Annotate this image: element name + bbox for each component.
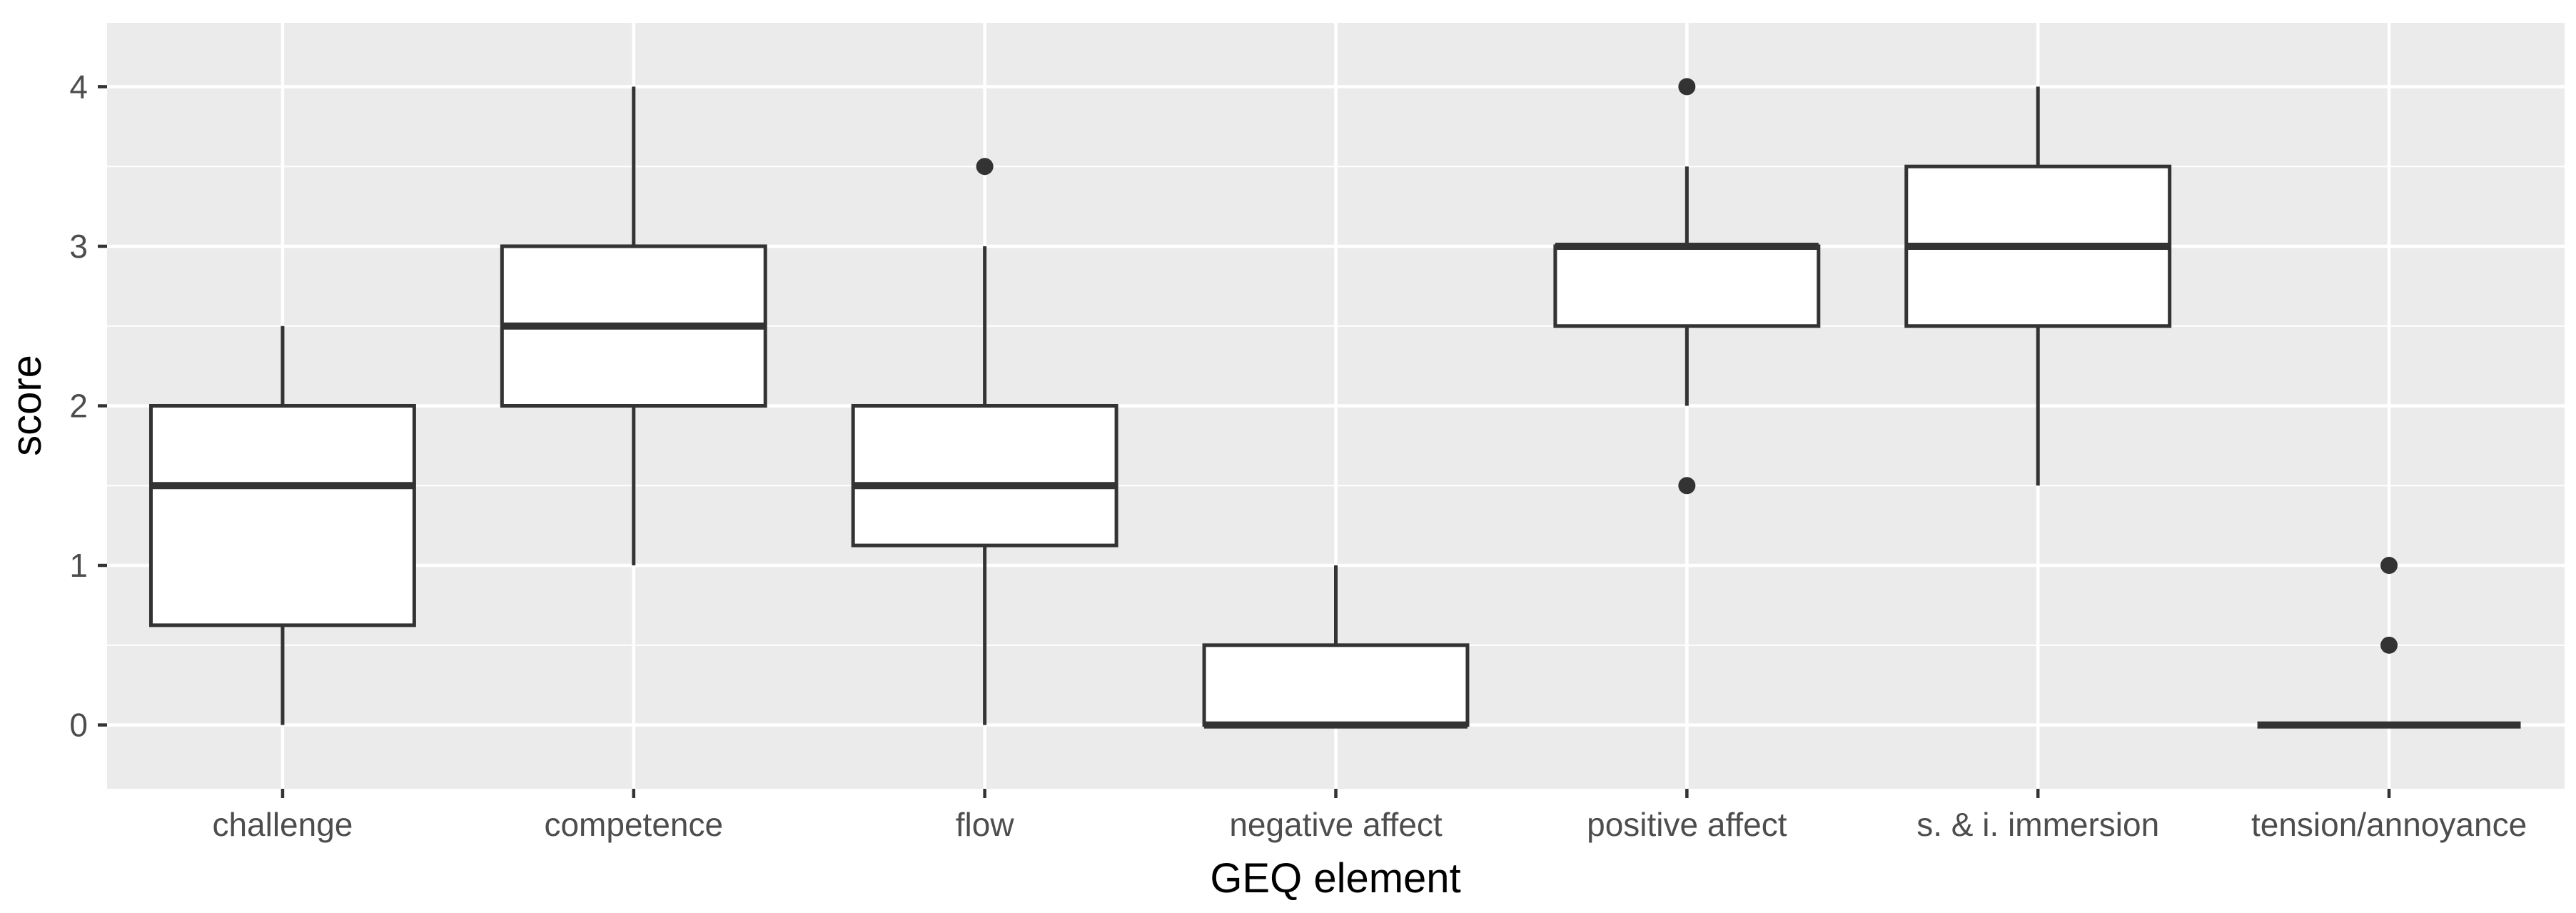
box-challenge	[148, 326, 416, 725]
y-axis: 0 1 2 3 4	[69, 68, 107, 744]
y-axis-title: score	[4, 355, 50, 456]
box-body	[148, 404, 416, 627]
box-s-i-immersion	[1904, 86, 2172, 486]
box-tension-annoyance	[2257, 557, 2521, 729]
box-body	[1553, 244, 1821, 328]
outlier-point	[2380, 636, 2398, 654]
box-negative-affect	[1202, 565, 1470, 729]
y-tick-label: 4	[69, 68, 88, 105]
outlier-point	[1678, 477, 1696, 495]
box-body	[851, 404, 1118, 548]
outlier-point	[1678, 78, 1696, 96]
outlier-point	[2380, 557, 2398, 575]
outlier-point	[976, 158, 994, 176]
box-positive-affect	[1553, 78, 1821, 495]
box-competence	[500, 86, 767, 566]
x-axis-title: GEQ element	[1210, 855, 1460, 902]
x-tick-label: s. & i. immersion	[1916, 806, 2159, 843]
y-tick-label: 3	[69, 228, 88, 265]
x-tick-label: competence	[544, 806, 723, 843]
box-flow	[851, 158, 1118, 725]
box-body	[1202, 643, 1470, 727]
x-tick-label: negative affect	[1229, 806, 1443, 843]
y-tick-label: 1	[69, 547, 88, 584]
y-tick-label: 2	[69, 388, 88, 425]
x-axis: challenge competence flow negative affect po…	[212, 789, 2527, 843]
x-tick-label: tension/annoyance	[2251, 806, 2527, 843]
x-tick-label: positive affect	[1587, 806, 1787, 843]
y-tick-label: 0	[69, 707, 88, 744]
boxes	[148, 78, 2521, 729]
x-tick-label: challenge	[212, 806, 353, 843]
x-tick-label: flow	[956, 806, 1015, 843]
